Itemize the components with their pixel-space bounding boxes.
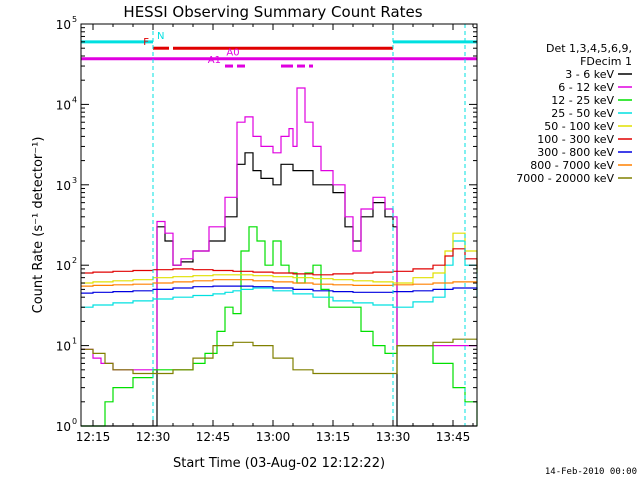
x-tick-label: 12:45 [196, 430, 231, 444]
series-line-7 [81, 285, 478, 294]
y-tick-label: 10 [56, 420, 71, 434]
x-tick-label: 12:15 [76, 430, 111, 444]
legend-entry-label: 50 - 100 keV [544, 120, 614, 133]
timestamp: 14-Feb-2010 00:00 [545, 467, 637, 477]
legend-entry-label: 6 - 12 keV [558, 81, 614, 94]
legend-entry-label: 800 - 7000 keV [530, 159, 614, 172]
flag-label-a1: A1 [208, 55, 221, 66]
y-tick-label: 10 [56, 98, 71, 112]
y-tick-exponent: 2 [72, 256, 77, 265]
plot-frame [80, 23, 478, 427]
legend-entry-label: 12 - 25 keV [551, 94, 614, 107]
x-tick-label: 13:45 [436, 430, 471, 444]
y-tick-exponent: 0 [72, 417, 77, 426]
x-tick-label: 13:15 [316, 430, 351, 444]
flag-label-a0: A0 [226, 48, 239, 59]
legend-entry-label: 25 - 50 keV [551, 107, 614, 120]
y-tick-label: 10 [56, 179, 71, 193]
legend-entry-label: 300 - 800 keV [537, 146, 614, 159]
flag-label-f: F [143, 37, 149, 48]
x-tick-label: 12:30 [136, 430, 171, 444]
x-axis-label: Start Time (03-Aug-02 12:12:22) [173, 456, 385, 471]
y-tick-exponent: 1 [72, 337, 77, 346]
series-line-8 [81, 279, 478, 287]
legend-entry-label: 3 - 6 keV [565, 68, 614, 81]
x-tick-label: 13:00 [256, 430, 291, 444]
legend-entry-label: 7000 - 20000 keV [516, 172, 614, 185]
y-tick-exponent: 5 [72, 15, 77, 24]
flag-label-n: N [157, 31, 164, 42]
vertical-markers [152, 24, 466, 426]
series-line-2 [81, 87, 477, 371]
y-tick-exponent: 4 [72, 95, 77, 104]
legend-entry-label: 100 - 300 keV [537, 133, 614, 146]
y-axis-label: Count Rate (s⁻¹ detector⁻¹) [31, 137, 46, 314]
y-tick-label: 10 [56, 340, 71, 354]
y-tick-label: 10 [56, 18, 71, 32]
chart-title: HESSI Observing Summary Count Rates [123, 3, 422, 21]
series-line-4 [81, 240, 478, 308]
legend-header: Det 1,3,4,5,6,9, [546, 42, 632, 55]
y-tick-exponent: 3 [72, 176, 77, 185]
x-tick-label: 13:30 [376, 430, 411, 444]
y-tick-label: 10 [56, 259, 71, 273]
flag-bars: NF A0 A1 [81, 31, 477, 68]
legend-header: FDecim 1 [580, 55, 632, 68]
series-line-9 [81, 338, 477, 375]
